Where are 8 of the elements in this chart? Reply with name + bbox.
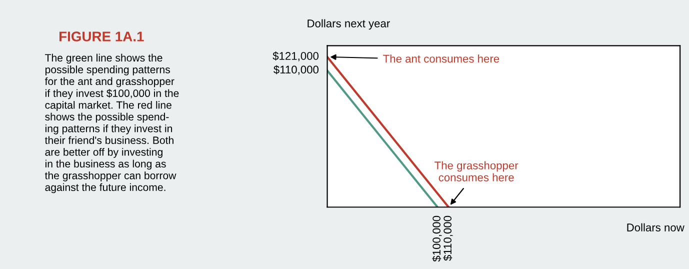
text: FIGURE 1A.1: [59, 32, 144, 42]
y-axis-title: Dollars next year: [308, 19, 390, 30]
x-tick-label: $100,000: [432, 216, 442, 262]
annotation: The grasshopper consumes here: [434, 161, 518, 182]
x-axis-title: Dollars now: [627, 223, 684, 232]
text: The green line shows the possible spending patterns for the ant and grasshopper if they invest $100,000 in the capital market. The red line shows the possible spend- ing patterns if they invest in their friend's business. Both are better off by investing in the business as long as the grasshopper can borrow against the future income.: [44, 54, 179, 194]
y-tick-label: $121,000: [272, 52, 319, 62]
annotation: The ant consumes here: [383, 54, 500, 63]
